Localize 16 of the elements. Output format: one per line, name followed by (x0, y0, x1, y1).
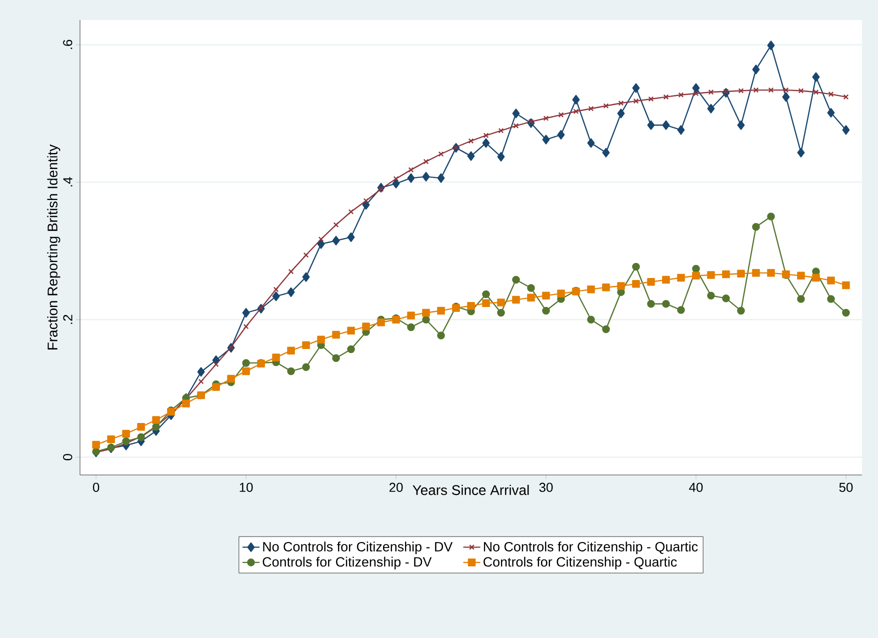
y-tick-label: .6 (63, 40, 72, 49)
legend-label: Controls for Citizenship - DV (262, 556, 432, 570)
x-tick-label: 0 (92, 482, 100, 492)
x-tick-label: 10 (240, 482, 253, 492)
y-tick-label: .2 (63, 314, 72, 324)
x-axis-title: Years Since Arrival (412, 484, 529, 496)
y-tick-label: .4 (63, 177, 72, 186)
x-tick-label: 40 (689, 482, 703, 492)
y-axis-title: Fraction Reporting British Identity (47, 144, 60, 350)
legend-label: No Controls for Citizenship - DV (263, 542, 453, 554)
legend-label: Controls for Citizenship - Quartic (484, 556, 677, 570)
x-tick-label: 30 (539, 482, 553, 492)
y-tick-label: 0 (63, 454, 72, 460)
legend-label: No Controls for Citizenship - Quartic (484, 542, 698, 554)
x-tick-label: 50 (839, 482, 853, 492)
x-tick-label: 20 (389, 482, 403, 492)
